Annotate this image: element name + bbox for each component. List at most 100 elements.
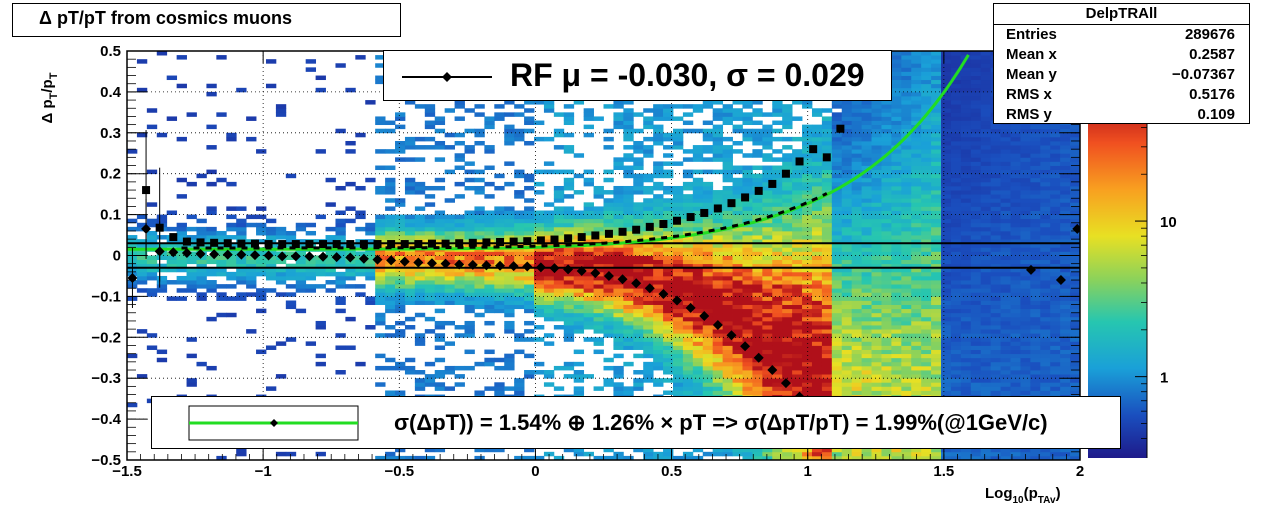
heatmap-cell — [970, 165, 982, 171]
heatmap-cell — [623, 206, 634, 211]
heatmap-cell — [196, 235, 207, 240]
heatmap-cell — [851, 149, 863, 154]
heatmap-cell — [742, 226, 753, 232]
heatmap-cell — [653, 271, 664, 277]
heatmap-cell — [782, 108, 793, 113]
heatmap-cell — [950, 357, 962, 363]
heatmap-cell — [792, 451, 803, 457]
heatmap-cell — [404, 214, 416, 220]
heatmap-cell — [444, 386, 455, 391]
heatmap-cell — [524, 116, 535, 121]
heatmap-cell — [931, 374, 942, 379]
heatmap-cell — [960, 91, 972, 97]
heatmap-cell — [722, 136, 733, 142]
heatmap-cell — [950, 325, 962, 330]
heatmap-cell — [504, 353, 515, 359]
heatmap-cell — [970, 288, 982, 293]
heatmap-cell — [712, 374, 724, 379]
heatmap-cell — [682, 455, 694, 460]
heatmap-cell — [970, 308, 982, 314]
heatmap-cell — [424, 296, 436, 301]
heatmap-cell — [127, 218, 138, 224]
heatmap-cell — [633, 447, 644, 453]
heatmap-cell — [931, 292, 942, 297]
heatmap-cell — [484, 292, 495, 297]
heatmap-cell — [395, 218, 406, 224]
heatmap-cell — [494, 235, 505, 240]
heatmap-cell — [325, 288, 336, 293]
heatmap-cell — [216, 312, 227, 318]
heatmap-cell — [861, 259, 872, 265]
heatmap-cell — [811, 214, 823, 220]
heatmap-cell — [901, 304, 912, 310]
heatmap-cell — [752, 378, 763, 383]
heatmap-cell — [891, 157, 902, 162]
heatmap-cell — [583, 214, 594, 220]
heatmap-cell — [732, 316, 743, 322]
heatmap-cell — [176, 55, 187, 60]
heatmap-cell — [653, 349, 664, 355]
heatmap-cell — [960, 378, 972, 383]
heatmap-cell — [563, 365, 575, 371]
heatmap-cell — [514, 247, 525, 252]
heatmap-cell — [375, 288, 386, 293]
heatmap-cell — [504, 357, 515, 363]
heatmap-cell — [414, 218, 426, 224]
heatmap-cell — [911, 230, 922, 236]
heatmap-cell — [732, 214, 743, 220]
heatmap-cell — [742, 333, 753, 338]
heatmap-cell — [802, 296, 813, 301]
heatmap-cell — [980, 194, 992, 199]
heatmap-cell — [772, 136, 783, 142]
heatmap-cell — [375, 284, 386, 289]
heatmap-cell — [603, 259, 614, 265]
heatmap-cell — [593, 312, 604, 318]
heatmap-cell — [851, 222, 863, 228]
heatmap-cell — [871, 255, 882, 260]
heatmap-cell — [395, 202, 406, 207]
heatmap-cell — [980, 365, 992, 371]
heatmap-cell — [851, 370, 863, 375]
heatmap-cell — [514, 271, 525, 277]
heatmap-cell — [404, 316, 416, 322]
heatmap-cell — [583, 259, 594, 265]
heatmap-cell — [841, 280, 853, 285]
heatmap-cell — [494, 173, 505, 179]
heatmap-cell — [970, 132, 982, 138]
heatmap-cell — [901, 100, 912, 105]
heatmap-cell — [861, 218, 872, 224]
heatmap-cell — [295, 226, 307, 232]
heatmap-cell — [593, 251, 604, 256]
heatmap-cell — [275, 292, 287, 297]
heatmap-cell — [315, 271, 326, 277]
heatmap-cell — [692, 308, 704, 314]
heatmap-cell — [692, 190, 704, 195]
heatmap-cell — [663, 455, 674, 460]
heatmap-cell — [265, 83, 277, 89]
heatmap-cell — [950, 382, 962, 387]
heatmap-cell — [653, 316, 664, 322]
heatmap-cell — [514, 390, 525, 395]
heatmap-cell — [692, 206, 704, 211]
heatmap-cell — [901, 378, 912, 383]
heatmap-cell — [216, 239, 227, 244]
heatmap-cell — [921, 296, 932, 301]
heatmap-cell — [722, 108, 733, 113]
heatmap-cell — [524, 275, 535, 281]
heatmap-cell — [385, 198, 396, 203]
heatmap-cell — [881, 161, 892, 166]
heatmap-cell — [911, 91, 922, 97]
heatmap-cell — [514, 226, 525, 232]
heatmap-cell — [365, 230, 376, 236]
heatmap-cell — [871, 136, 882, 142]
heatmap-cell — [196, 255, 207, 260]
heatmap-cell — [712, 316, 724, 322]
heatmap-cell — [752, 267, 763, 273]
heatmap-cell — [534, 226, 545, 232]
heatmap-cell — [941, 206, 952, 211]
heatmap-cell — [246, 280, 257, 285]
heatmap-cell — [613, 374, 624, 379]
heatmap-cell — [861, 337, 872, 342]
heatmap-cell — [643, 177, 654, 183]
heatmap-cell — [891, 128, 902, 134]
